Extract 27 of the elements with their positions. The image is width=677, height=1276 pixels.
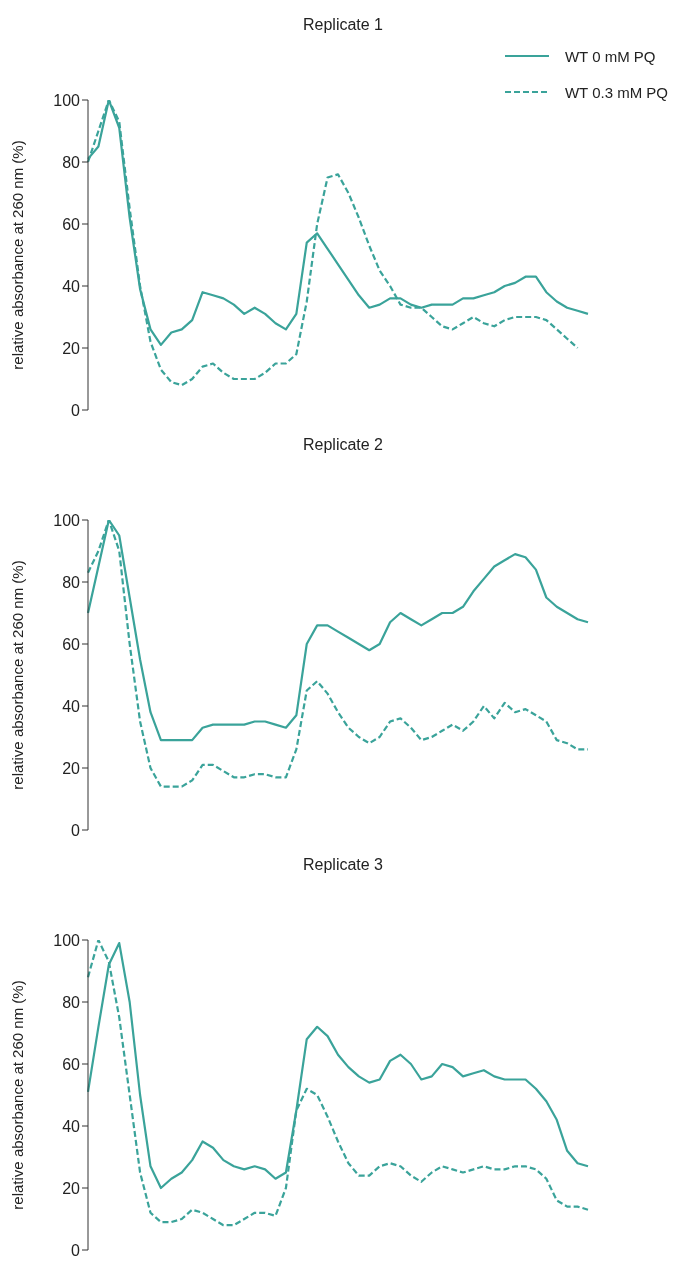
y-tick-label: 40: [62, 1117, 81, 1135]
y-tick-label: 100: [53, 931, 81, 949]
y-tick-label: 100: [53, 91, 81, 109]
y-tick-label: 20: [62, 759, 81, 777]
y-tick-label: 0: [71, 821, 81, 839]
y-tick-label: 0: [71, 1241, 81, 1259]
y-tick-label: 20: [62, 1179, 81, 1197]
y-tick-label: 40: [62, 277, 81, 295]
y-axis-title: relative absorbance at 260 nm (%): [9, 560, 27, 790]
line-series: [86, 520, 590, 788]
legend-label: WT 0.3 mM PQ: [564, 83, 668, 101]
chart-title: Replicate 3: [301, 856, 384, 874]
y-tick-label: 0: [71, 401, 81, 419]
chart-title: Replicate 2: [301, 436, 384, 454]
y-tick-label: 20: [62, 339, 81, 357]
y-tick-label: 60: [62, 635, 81, 653]
y-tick-label: 60: [62, 215, 81, 233]
chart-title: Replicate 1: [301, 16, 384, 34]
y-tick-label: 80: [62, 573, 81, 591]
legend-label: WT 0 mM PQ: [564, 47, 656, 65]
y-tick-label: 80: [62, 993, 81, 1011]
y-tick-label: 40: [62, 697, 81, 715]
y-tick-label: 60: [62, 1055, 81, 1073]
y-axis-title: relative absorbance at 260 nm (%): [9, 980, 27, 1210]
y-tick-label: 100: [53, 511, 81, 529]
y-axis-title: relative absorbance at 260 nm (%): [9, 140, 27, 370]
y-tick-label: 80: [62, 153, 81, 171]
